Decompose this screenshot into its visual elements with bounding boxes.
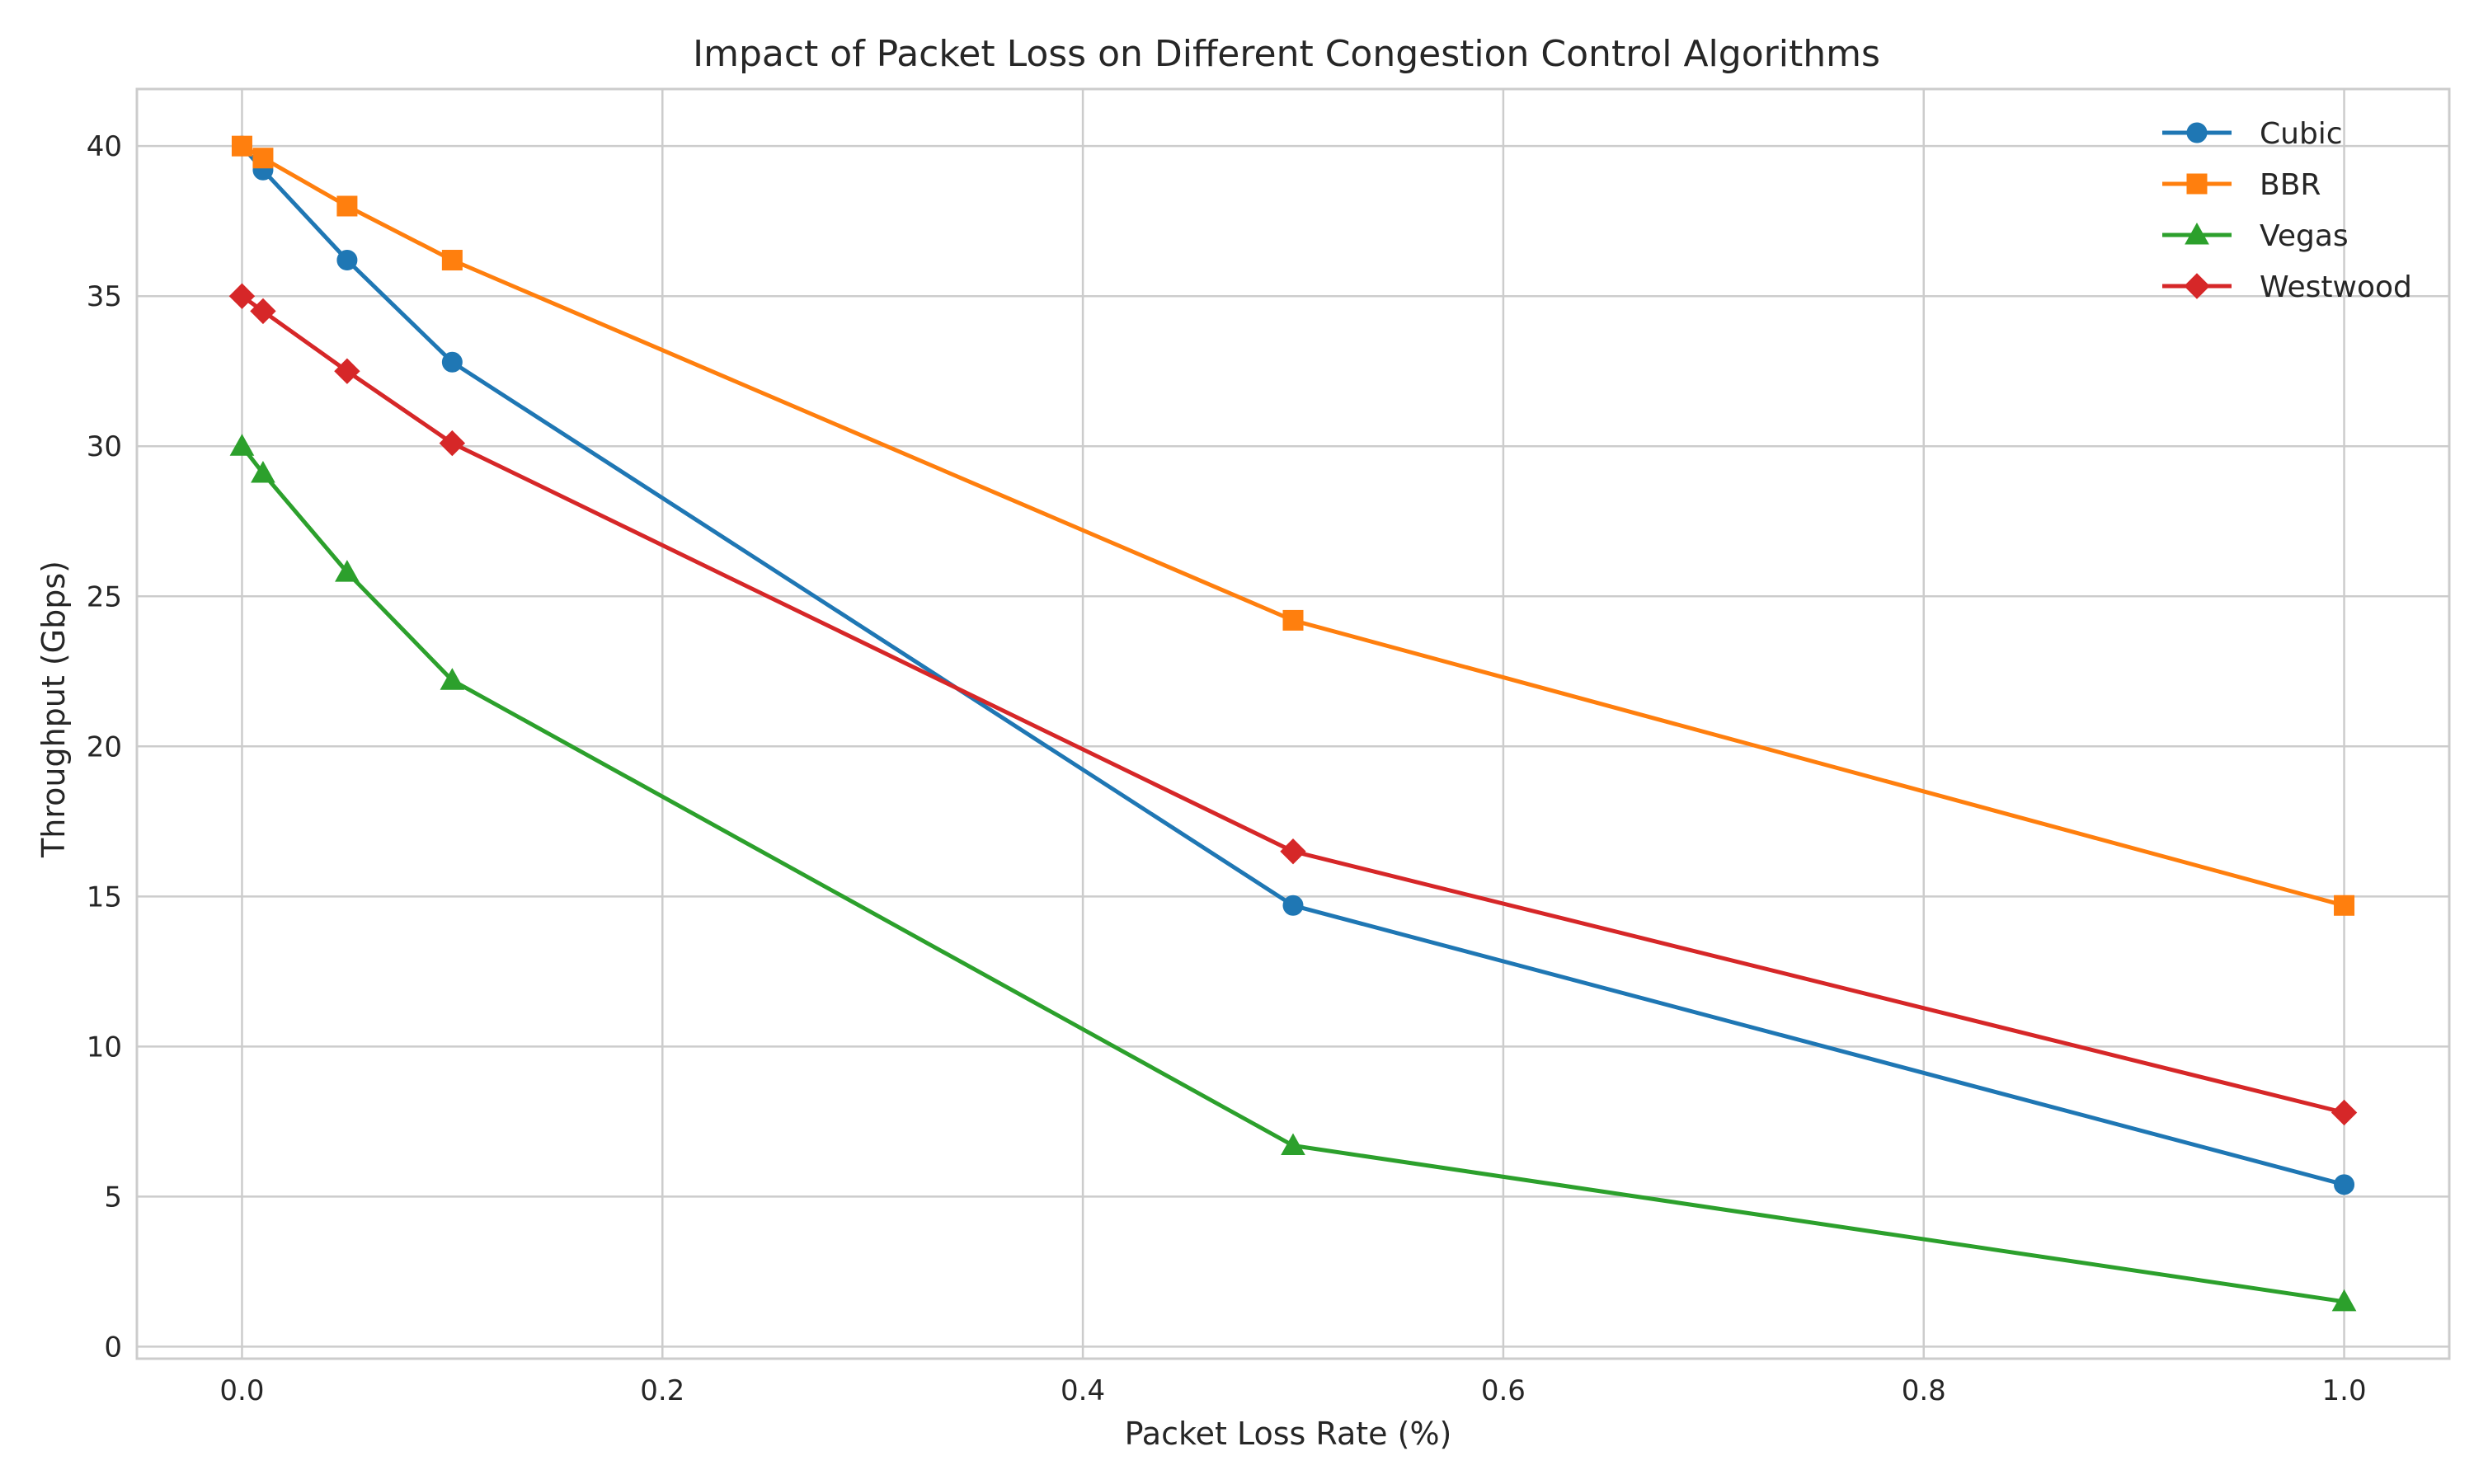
series-westwood: [228, 283, 2358, 1126]
bbr-point: [252, 148, 274, 169]
westwood-point: [228, 283, 256, 309]
bbr-point: [1282, 609, 1304, 631]
grid-lines: [137, 89, 2449, 1359]
bbr-point: [441, 250, 463, 271]
vegas-point: [2331, 1289, 2357, 1312]
vegas-point: [1281, 1133, 1305, 1156]
legend-label: Cubic: [2260, 117, 2343, 151]
vegas-point: [251, 460, 275, 483]
bbr-point: [2334, 895, 2355, 916]
x-tick-label: 0.6: [1481, 1374, 1526, 1407]
y-tick-label: 30: [87, 430, 122, 463]
x-tick-label: 0.2: [640, 1374, 684, 1407]
legend-marker: [2184, 273, 2210, 299]
chart-title: Impact of Packet Loss on Different Conge…: [693, 33, 1880, 75]
x-axis-ticks: 0.0 0.2 0.4 0.6 0.8 1.0: [219, 1374, 2366, 1407]
y-tick-label: 10: [87, 1031, 122, 1064]
westwood-point: [1280, 838, 1306, 865]
legend-item-cubic: Cubic: [2162, 117, 2343, 151]
bbr-point: [231, 135, 252, 157]
bbr-point: [336, 195, 358, 217]
x-tick-label: 1.0: [2322, 1374, 2367, 1407]
cubic-point: [336, 250, 358, 271]
x-axis-label: Packet Loss Rate (%): [1125, 1416, 1452, 1452]
legend-item-vegas: Vegas: [2162, 219, 2349, 253]
y-tick-label: 25: [87, 580, 122, 613]
y-tick-label: 20: [87, 730, 122, 763]
x-tick-label: 0.8: [1902, 1374, 1946, 1407]
legend-label: Westwood: [2260, 270, 2412, 304]
vegas-point: [229, 434, 255, 456]
series-bbr: [231, 135, 2355, 916]
cubic-point: [1282, 895, 1304, 916]
cubic-point: [441, 351, 463, 373]
vegas-point: [440, 668, 465, 690]
x-tick-label: 0.0: [219, 1374, 264, 1407]
westwood-point: [334, 358, 360, 384]
westwood-point: [2331, 1099, 2358, 1126]
y-tick-label: 5: [104, 1181, 122, 1214]
y-tick-label: 35: [87, 280, 122, 313]
plot-frame: [135, 87, 2451, 1360]
vegas-point: [335, 560, 360, 582]
y-axis-label: Throughput (Gbps): [35, 561, 72, 858]
legend-item-bbr: BBR: [2162, 168, 2321, 202]
y-tick-label: 0: [104, 1331, 122, 1364]
westwood-point: [439, 430, 466, 457]
x-tick-label: 0.4: [1061, 1374, 1105, 1407]
series-layer: [228, 135, 2358, 1312]
legend-item-westwood: Westwood: [2162, 270, 2412, 304]
y-tick-label: 40: [87, 130, 122, 163]
legend-label: BBR: [2260, 168, 2321, 202]
legend-marker: [2186, 122, 2208, 143]
legend-marker: [2186, 173, 2208, 195]
cubic-point: [2334, 1174, 2355, 1195]
y-tick-label: 15: [87, 881, 122, 913]
y-axis-ticks: 0 5 10 15 20 25 30 35 40: [87, 130, 122, 1364]
legend-label: Vegas: [2260, 219, 2349, 253]
westwood-point: [250, 298, 276, 325]
legend: Cubic BBR Vegas Westwood: [2162, 117, 2412, 304]
series-vegas: [229, 434, 2357, 1312]
legend-marker: [2185, 222, 2209, 245]
